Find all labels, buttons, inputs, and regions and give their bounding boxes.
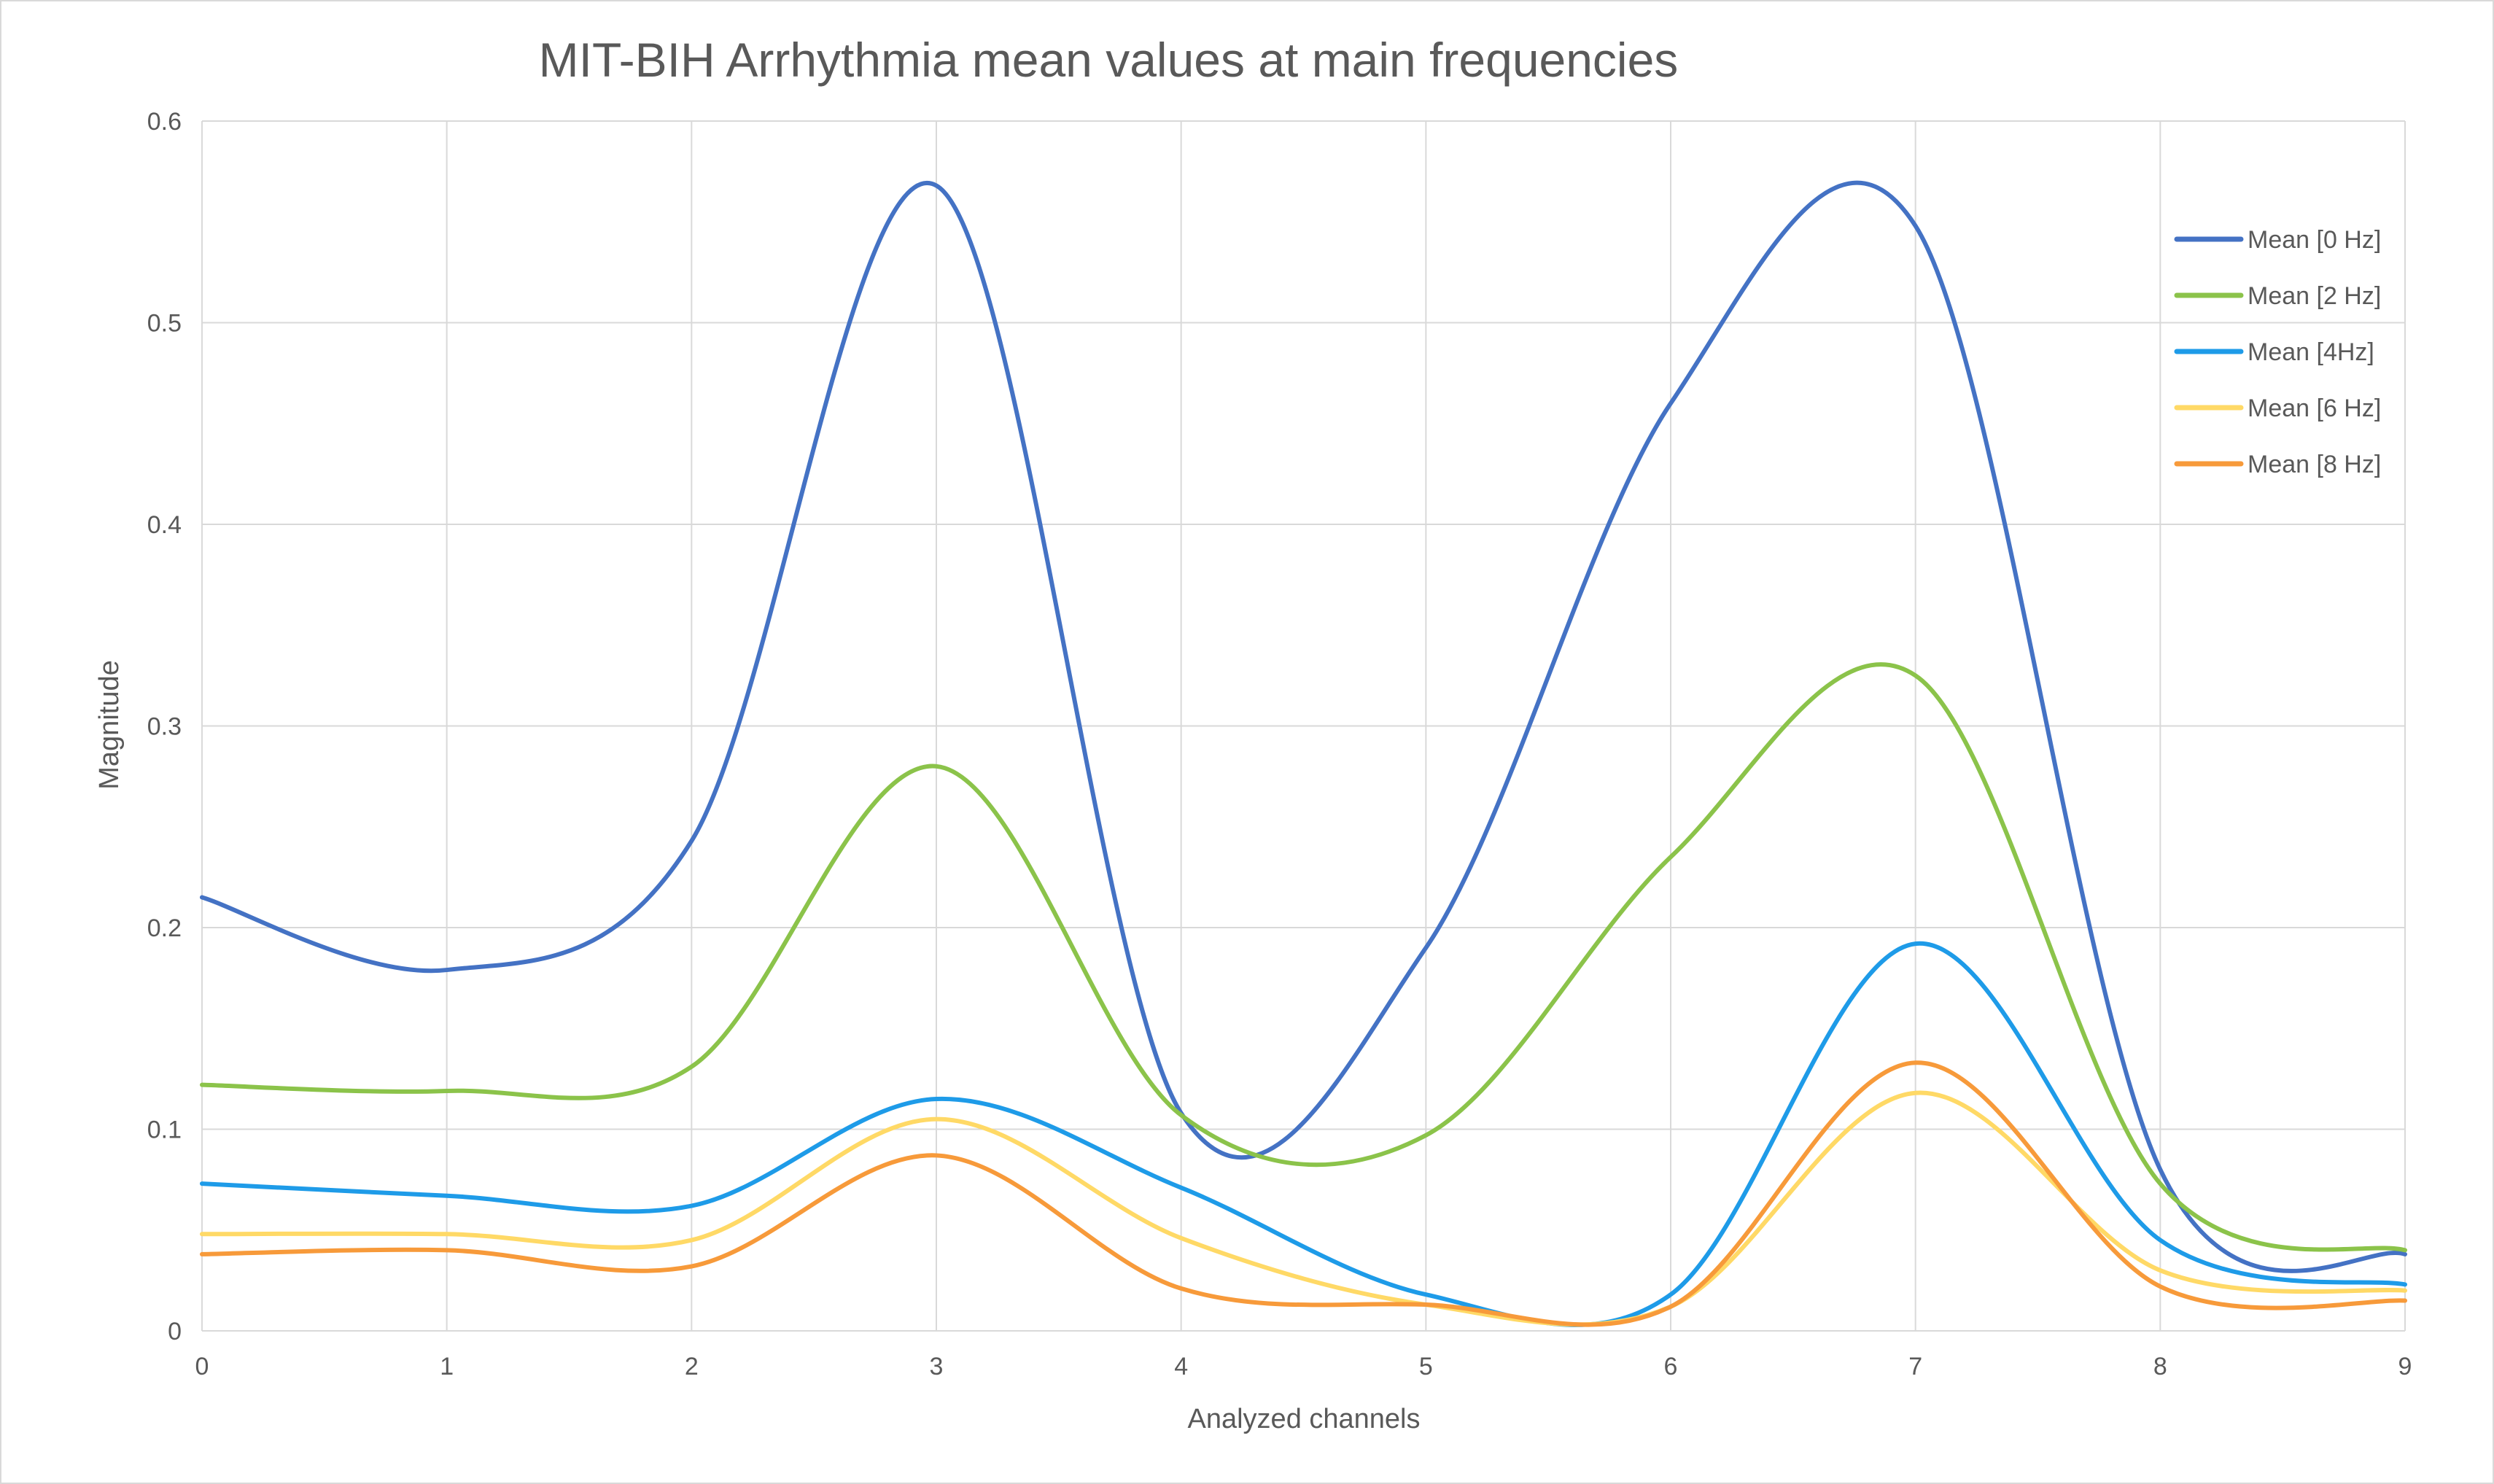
series-line-2 <box>200 941 2407 1327</box>
y-tick-label: 0.6 <box>147 108 182 136</box>
x-tick-label: 4 <box>1174 1353 1188 1380</box>
legend-label: Mean [0 Hz] <box>2248 226 2381 254</box>
y-axis-label: Magnitude <box>94 660 125 789</box>
x-tick-label: 5 <box>1419 1353 1433 1380</box>
y-tick-label: 0.5 <box>147 310 182 338</box>
series-line-1 <box>200 662 2407 1253</box>
legend-label: Mean [2 Hz] <box>2248 282 2381 310</box>
series-line-3 <box>200 1090 2407 1327</box>
legend-label: Mean [4Hz] <box>2248 338 2374 366</box>
legend-label: Mean [8 Hz] <box>2248 451 2381 478</box>
y-tick-label: 0 <box>168 1318 182 1345</box>
x-axis-ticks: 0 1 2 3 4 5 6 7 8 9 <box>195 1353 2412 1380</box>
x-tick-label: 0 <box>195 1353 209 1380</box>
y-tick-label: 0.4 <box>147 511 182 539</box>
grid-lines <box>201 120 2406 1332</box>
x-tick-label: 2 <box>685 1353 699 1380</box>
y-axis-ticks: 0 0.1 0.2 0.3 0.4 0.5 0.6 <box>147 108 182 1345</box>
y-tick-label: 0.1 <box>147 1116 182 1144</box>
x-tick-label: 6 <box>1664 1353 1678 1380</box>
legend-label: Mean [6 Hz] <box>2248 395 2381 422</box>
y-tick-label: 0.3 <box>147 713 182 741</box>
y-tick-label: 0.2 <box>147 914 182 942</box>
x-tick-label: 8 <box>2153 1353 2167 1380</box>
series-line-4 <box>200 1060 2407 1327</box>
series-line-0 <box>200 180 2407 1273</box>
x-tick-label: 1 <box>440 1353 454 1380</box>
x-tick-label: 9 <box>2398 1353 2412 1380</box>
x-tick-label: 3 <box>930 1353 944 1380</box>
x-tick-label: 7 <box>1908 1353 1922 1380</box>
x-axis-label: Analyzed channels <box>1188 1404 1421 1434</box>
series-lines <box>200 180 2407 1327</box>
legend: Mean [0 Hz] Mean [2 Hz] Mean [4Hz] Mean [6 … <box>2174 226 2381 478</box>
chart-title: MIT-BIH Arrhythmia mean values at main f… <box>539 33 1679 87</box>
